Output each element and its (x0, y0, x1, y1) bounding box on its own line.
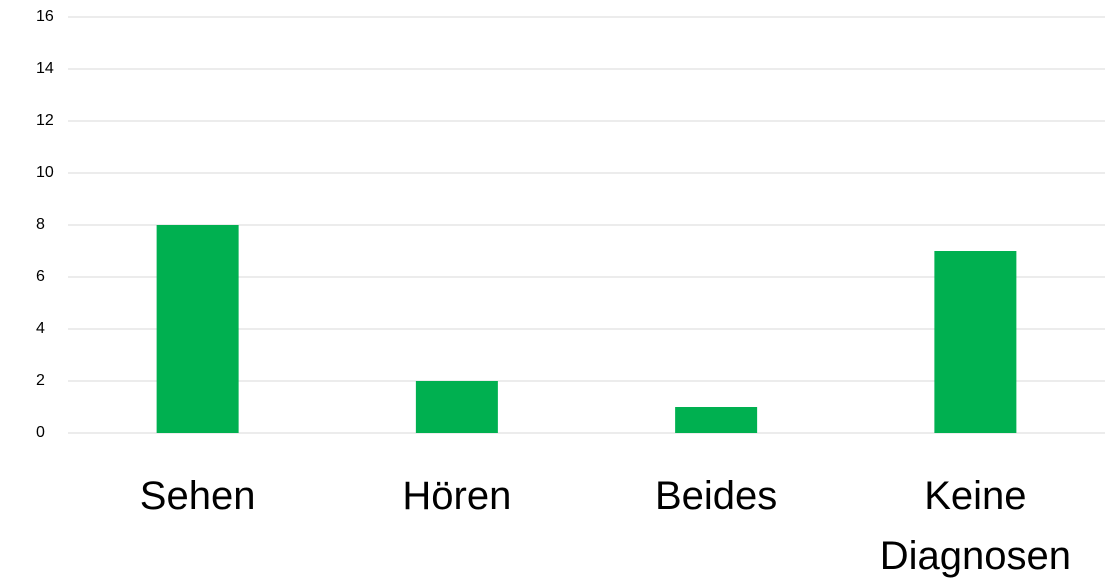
y-tick-label: 16 (36, 8, 54, 25)
bar (675, 407, 758, 433)
x-tick-label: Beides (654, 474, 778, 518)
y-tick-label: 0 (36, 424, 45, 441)
x-tick-label: Sehen (139, 474, 256, 518)
x-tick-label: Hören (402, 474, 512, 518)
y-tick-label: 12 (36, 112, 54, 129)
bar (156, 225, 239, 433)
bar (934, 251, 1017, 433)
y-tick-label: 14 (36, 60, 54, 77)
bar (415, 381, 498, 433)
y-tick-label: 6 (36, 268, 45, 285)
y-tick-label: 4 (36, 320, 45, 337)
y-tick-label: 8 (36, 216, 45, 233)
y-tick-label: 10 (36, 164, 54, 181)
y-tick-label: 2 (36, 372, 45, 389)
x-tick-label: Keine Diagnosen (879, 474, 1071, 578)
